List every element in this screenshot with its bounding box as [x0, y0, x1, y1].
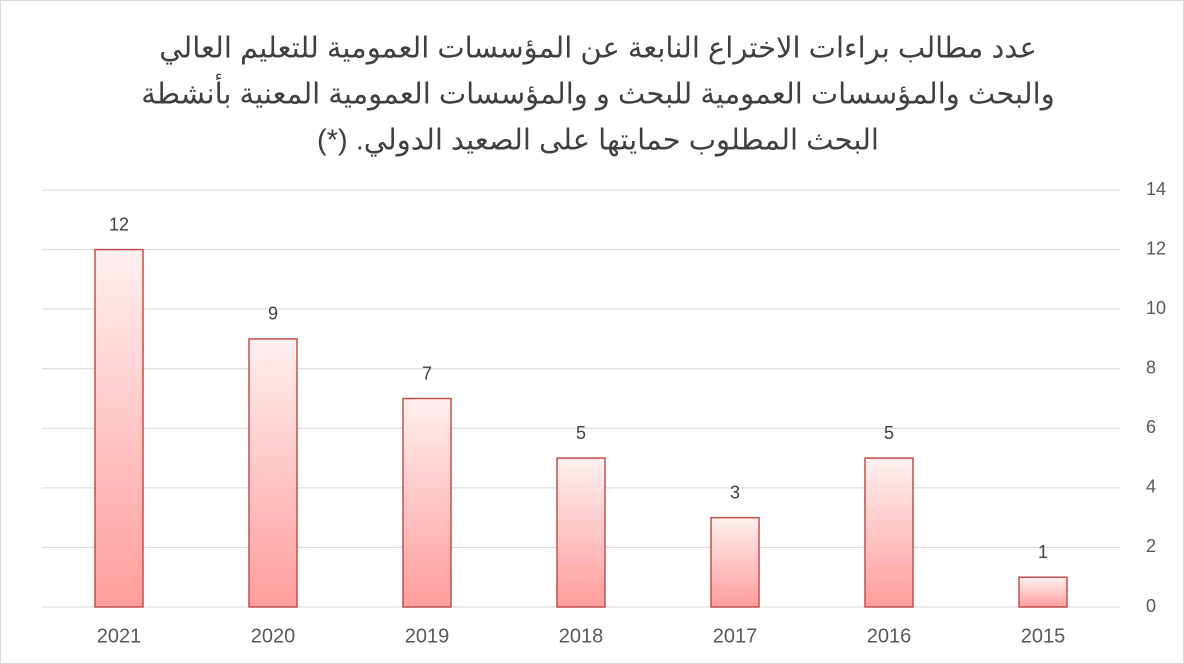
chart-title: البحث المطلوب حمايتها على الصعيد الدولي.…: [317, 125, 879, 158]
x-tick-label: 2016: [867, 625, 912, 647]
y-tick-label: 12: [1146, 238, 1166, 258]
y-tick-label: 10: [1146, 298, 1166, 318]
y-tick-label: 0: [1146, 596, 1156, 616]
bar: [94, 248, 144, 608]
y-tick-label: 14: [1146, 179, 1166, 199]
bar: [248, 338, 298, 608]
data-label: 3: [730, 482, 740, 502]
bar: [402, 397, 452, 608]
x-tick-label: 2019: [405, 625, 450, 647]
x-tick-label: 2017: [713, 625, 758, 647]
y-tick-label: 6: [1146, 417, 1156, 437]
data-label: 5: [884, 423, 894, 443]
bar: [864, 457, 914, 608]
data-label: 5: [576, 423, 586, 443]
data-label: 1: [1038, 542, 1048, 562]
y-tick-label: 4: [1146, 477, 1156, 497]
chart-title: عدد مطالب براءات الاختراع النابعة عن الم…: [159, 33, 1037, 66]
x-tick-label: 2021: [97, 625, 142, 647]
chart-title: والبحث والمؤسسات العمومية للبحث و والمؤس…: [141, 73, 1054, 111]
bar: [1018, 576, 1068, 608]
x-tick-label: 2015: [1021, 625, 1066, 647]
data-label: 7: [422, 363, 432, 383]
data-label: 9: [268, 304, 278, 324]
x-tick-label: 2018: [559, 625, 604, 647]
bar: [556, 457, 606, 608]
data-label: 12: [109, 214, 129, 234]
y-tick-label: 2: [1146, 536, 1156, 556]
bar: [710, 516, 760, 608]
x-tick-label: 2020: [251, 625, 296, 647]
y-tick-label: 8: [1146, 357, 1156, 377]
